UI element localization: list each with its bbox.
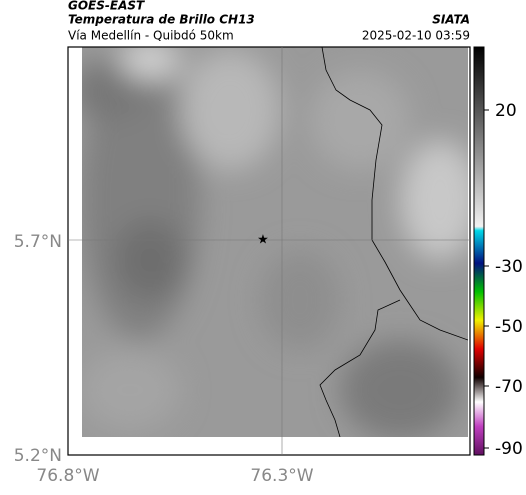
map-frame — [67, 46, 471, 456]
title: GOES-EAST — [68, 0, 145, 13]
colorbar-label: -90 — [495, 439, 523, 459]
lat-label: 5.7°N — [14, 232, 62, 252]
colorbar-label: -30 — [495, 257, 523, 277]
subtitle: Temperatura de Brillo CH13 — [68, 13, 255, 27]
source: SIATA — [432, 13, 470, 27]
lon-label: 76.3°W — [250, 466, 313, 486]
location-marker: ★ — [257, 233, 269, 248]
colorbar-ticks — [484, 109, 489, 449]
lat-label: 5.2°N — [14, 446, 62, 466]
colorbar-label: 20 — [495, 101, 517, 121]
colorbar-label: -50 — [495, 317, 523, 337]
lon-label: 76.8°W — [36, 466, 99, 486]
colorbar-label: -70 — [495, 377, 523, 397]
colorbar — [473, 46, 485, 456]
region: Vía Medellín - Quibdó 50km — [68, 29, 234, 43]
timestamp: 2025-02-10 03:59 — [362, 29, 470, 43]
